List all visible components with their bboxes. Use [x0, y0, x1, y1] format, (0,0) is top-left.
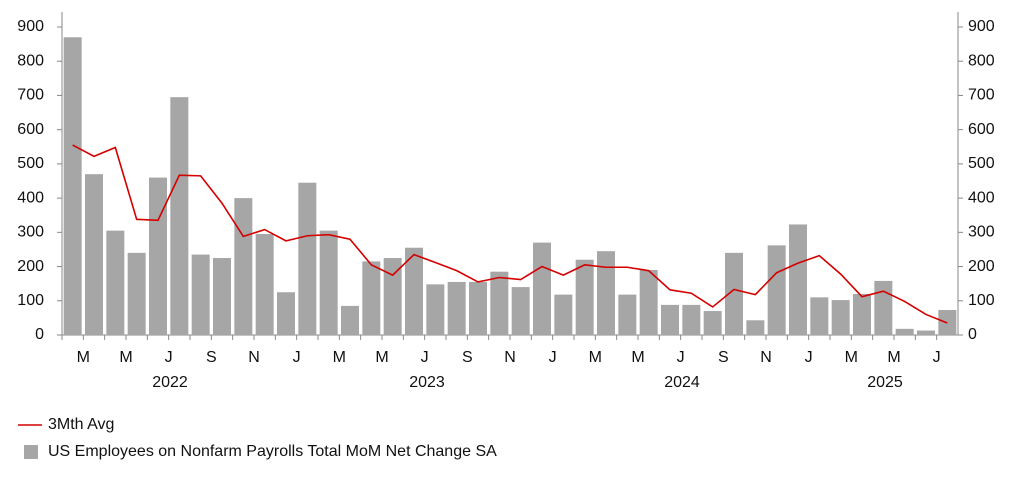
bar — [255, 234, 274, 335]
bar — [597, 251, 615, 335]
y2-tick-label: 500 — [968, 155, 995, 172]
x-tick-label: M — [333, 349, 346, 366]
x-tick-label: J — [805, 349, 813, 366]
x-tick-label: J — [293, 349, 301, 366]
x-tick-label: N — [504, 349, 516, 366]
bar — [682, 304, 701, 335]
bar — [63, 37, 82, 336]
y2-tick-label: 700 — [968, 87, 995, 104]
y-tick-label: 100 — [17, 292, 44, 309]
y-tick-label: 600 — [17, 121, 44, 138]
bar — [213, 258, 231, 335]
y2-tick-label: 600 — [968, 121, 995, 138]
legend-label: US Employees on Nonfarm Payrolls Total M… — [48, 443, 497, 460]
bar — [789, 224, 807, 335]
year-label: 2022 — [152, 374, 188, 391]
bar — [362, 261, 381, 335]
x-tick-label: M — [589, 349, 602, 366]
bar — [127, 252, 146, 335]
y-tick-label: 300 — [17, 224, 44, 241]
x-tick-label: J — [421, 349, 429, 366]
y-tick-label: 700 — [17, 87, 44, 104]
x-tick-label: J — [677, 349, 685, 366]
bar — [767, 245, 786, 335]
bar — [469, 281, 487, 335]
x-tick-label: S — [718, 349, 729, 366]
bar — [298, 182, 317, 335]
y2-tick-label: 300 — [968, 224, 995, 241]
y-tick-label: 400 — [17, 189, 44, 206]
legend-label: 3Mth Avg — [48, 416, 114, 433]
bar — [234, 198, 253, 335]
bar — [383, 258, 402, 335]
bar — [277, 292, 295, 335]
x-tick-label: J — [549, 349, 557, 366]
bar — [85, 174, 103, 335]
bar — [703, 311, 722, 335]
bar — [447, 281, 466, 335]
bar — [831, 300, 850, 335]
y-tick-label: 0 — [35, 326, 44, 343]
y-tick-label: 200 — [17, 258, 44, 275]
bar — [533, 242, 551, 335]
bar — [191, 254, 210, 335]
bar — [106, 230, 125, 335]
bar — [874, 280, 893, 335]
bar — [170, 97, 189, 336]
x-tick-label: M — [631, 349, 644, 366]
bar — [405, 247, 423, 335]
x-tick-label: S — [462, 349, 473, 366]
bar — [426, 284, 445, 335]
x-tick-label: N — [248, 349, 260, 366]
x-tick-label: J — [933, 349, 941, 366]
bar — [725, 252, 743, 335]
bar — [746, 320, 765, 335]
x-tick-label: M — [119, 349, 132, 366]
bar — [639, 269, 658, 335]
bar — [575, 259, 594, 335]
bar — [319, 230, 338, 335]
y2-tick-label: 400 — [968, 189, 995, 206]
x-tick-label: J — [165, 349, 173, 366]
y2-tick-label: 100 — [968, 292, 995, 309]
x-tick-label: S — [206, 349, 217, 366]
y-tick-label: 800 — [17, 52, 44, 69]
bar — [810, 297, 829, 335]
x-tick-label: N — [760, 349, 772, 366]
line — [72, 144, 948, 324]
bar — [554, 294, 573, 335]
year-label: 2024 — [664, 374, 700, 391]
bar — [917, 330, 935, 335]
bar — [341, 305, 359, 335]
y2-tick-label: 900 — [968, 18, 995, 35]
y2-tick-label: 200 — [968, 258, 995, 275]
bar — [661, 304, 679, 335]
bar — [853, 293, 871, 335]
bar — [490, 271, 509, 335]
bar — [618, 294, 637, 335]
year-label: 2025 — [867, 374, 903, 391]
y-tick-label: 900 — [17, 18, 44, 35]
y-tick-label: 500 — [17, 155, 44, 172]
bar — [511, 287, 530, 335]
legend-swatch — [24, 445, 38, 459]
bar — [895, 328, 914, 335]
x-tick-label: M — [375, 349, 388, 366]
bar — [149, 177, 167, 335]
x-tick-label: M — [845, 349, 858, 366]
y2-tick-label: 800 — [968, 52, 995, 69]
y2-tick-label: 0 — [968, 326, 977, 343]
x-tick-label: M — [77, 349, 90, 366]
x-tick-label: M — [887, 349, 900, 366]
year-label: 2023 — [409, 374, 445, 391]
